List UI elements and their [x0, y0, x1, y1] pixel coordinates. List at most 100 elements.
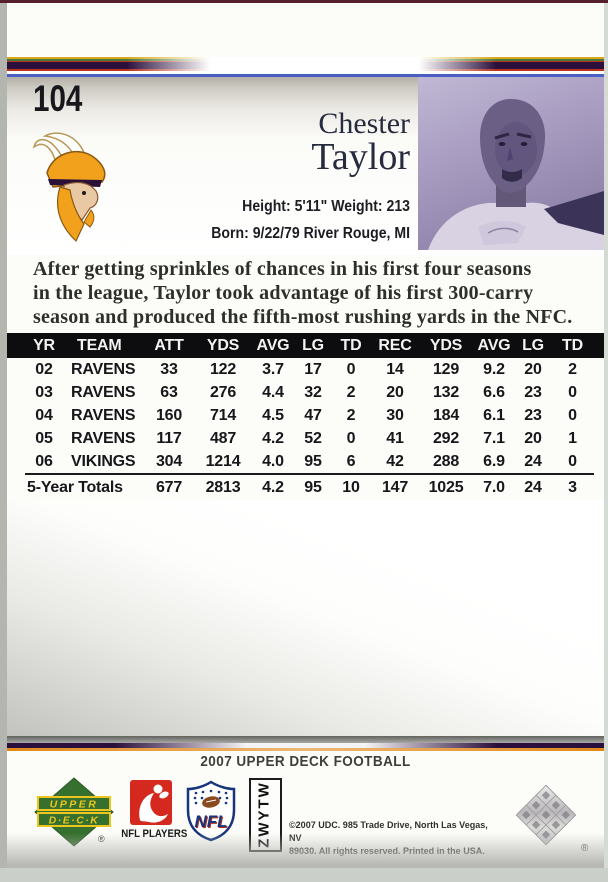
stat-cell: 487 — [209, 429, 237, 447]
stat-col-header: YR — [33, 336, 55, 354]
stat-cell: 4.2 — [251, 473, 295, 501]
stat-cell: 04 — [35, 406, 53, 424]
stat-col-header: ATT — [154, 336, 184, 354]
bio-height-weight: Height: 5'11" Weight: 213 — [242, 198, 410, 215]
stat-cell: 6.1 — [483, 406, 505, 424]
stat-cell: 0 — [346, 360, 356, 378]
stat-cell: 3 — [551, 473, 594, 501]
stat-cell: 184 — [432, 406, 460, 424]
stat-cell: 160 — [155, 406, 183, 424]
stats-totals-row: 5-Year Totals 677 2813 4.2 95 10 147 102… — [25, 473, 594, 501]
scan-edge-bottom — [0, 868, 608, 882]
stat-cell: 3.7 — [262, 360, 284, 378]
stat-cell: 05 — [35, 429, 53, 447]
stat-cell: 23 — [524, 406, 542, 424]
stats-row: 05 RAVENS 117 487 4.2 52 0 41 292 7.1 20… — [25, 427, 594, 450]
top-accent-stripes-fade — [7, 57, 604, 73]
stat-cell: 304 — [155, 452, 183, 470]
stat-cell: 288 — [432, 452, 460, 470]
footer-orange-stripe — [7, 748, 604, 751]
stat-cell: 95 — [295, 473, 331, 501]
stat-cell: RAVENS — [71, 383, 136, 401]
stat-cell: 20 — [524, 429, 542, 447]
stat-cell: 4.4 — [262, 383, 284, 401]
upper-deck-logo-deck-text: D·E·C·K — [49, 815, 100, 827]
scan-edge-left — [0, 0, 7, 882]
totals-label: 5-Year Totals — [25, 473, 143, 501]
stat-cell: 292 — [432, 429, 460, 447]
stat-col-header: LG — [302, 336, 324, 354]
player-name: Chester Taylor — [190, 108, 410, 176]
stat-col-header: YDS — [206, 336, 240, 354]
stat-cell: 1214 — [205, 452, 241, 470]
hologram-diamond-icon — [515, 784, 577, 846]
footer-gray-bar — [7, 736, 604, 743]
stat-cell: 677 — [143, 473, 195, 501]
stat-col-header: LG — [522, 336, 544, 354]
nfl-shield-logo-icon: NFL NFL — [186, 780, 236, 842]
stat-cell: 4.2 — [262, 429, 284, 447]
summary-line: After getting sprinkles of chances in hi… — [33, 258, 532, 280]
stat-cell: 20 — [386, 383, 404, 401]
stat-cell: 1025 — [419, 473, 473, 501]
vikings-team-logo-icon — [32, 132, 106, 243]
stat-cell: 2 — [346, 406, 356, 424]
stat-cell: RAVENS — [71, 406, 136, 424]
top-border-line — [0, 0, 608, 3]
bio-born: Born: 9/22/79 River Rouge, MI — [211, 225, 410, 242]
stat-cell: 0 — [568, 452, 577, 470]
stat-cell: 6.6 — [483, 383, 505, 401]
stat-col-header: AVG — [256, 336, 290, 354]
nfl-players-logo-icon — [130, 780, 172, 825]
stat-cell: 02 — [35, 360, 53, 378]
stats-header-bar — [7, 333, 604, 358]
stat-col-header: TEAM — [77, 336, 122, 354]
stat-cell: 14 — [386, 360, 404, 378]
stat-col-header: TD — [562, 336, 583, 354]
stats-header-row: YR TEAM ATT YDS AVG LG TD REC YDS AVG LG… — [25, 333, 594, 358]
stat-col-header: TD — [340, 336, 362, 354]
stats-row: 04 RAVENS 160 714 4.5 47 2 30 184 6.1 23… — [25, 404, 594, 427]
stats-row: 06 VIKINGS 304 1214 4.0 95 6 42 288 6.9 … — [25, 450, 594, 474]
stat-cell: 03 — [35, 383, 53, 401]
player-first-name: Chester — [318, 107, 410, 140]
stat-cell: RAVENS — [71, 429, 136, 447]
stat-cell: 24 — [515, 473, 551, 501]
stats-row: 02 RAVENS 33 122 3.7 17 0 14 129 9.2 20 … — [25, 358, 594, 381]
stats-row: 03 RAVENS 63 276 4.4 32 2 20 132 6.6 23 … — [25, 381, 594, 404]
stat-col-header: REC — [378, 336, 412, 354]
stat-cell: 2813 — [195, 473, 251, 501]
stat-cell: 95 — [304, 452, 322, 470]
player-bio: Height: 5'11" Weight: 213 Born: 9/22/79 … — [172, 193, 410, 247]
stat-cell: 10 — [331, 473, 371, 501]
stat-cell: 147 — [371, 473, 419, 501]
upper-deck-logo-upper-text: UPPER — [50, 799, 99, 811]
scan-edge-right — [604, 0, 608, 882]
stat-cell: 0 — [568, 406, 577, 424]
stat-cell: 276 — [209, 383, 237, 401]
stat-cell: VIKINGS — [71, 452, 136, 470]
stat-cell: 2 — [346, 383, 356, 401]
stat-cell: 33 — [160, 360, 178, 378]
stat-cell: 0 — [568, 383, 577, 401]
player-last-name: Taylor — [311, 136, 410, 178]
stat-cell: 117 — [156, 429, 182, 447]
stat-cell: 132 — [432, 383, 460, 401]
footer-purple-stripe-fade — [7, 743, 604, 748]
player-photo — [418, 77, 604, 250]
stat-cell: 4.5 — [262, 406, 284, 424]
stat-cell: 129 — [432, 360, 460, 378]
nfl-shield-text: NFL — [194, 812, 227, 831]
lower-gradient-area — [7, 500, 604, 736]
nfl-shield-red-shadow-text: NFL — [195, 813, 228, 832]
stat-cell: 714 — [209, 406, 237, 424]
stat-cell: 32 — [304, 383, 322, 401]
stat-cell: 24 — [524, 452, 542, 470]
summary-line: in the league, Taylor took advantage of … — [33, 282, 534, 304]
stat-cell: 06 — [35, 452, 53, 470]
upper-deck-logo-icon: UPPER D·E·C·K — [34, 777, 114, 847]
stat-cell: 41 — [386, 429, 404, 447]
bottom-shade-gradient — [7, 833, 604, 868]
player-summary-text: After getting sprinkles of chances in hi… — [33, 257, 599, 329]
